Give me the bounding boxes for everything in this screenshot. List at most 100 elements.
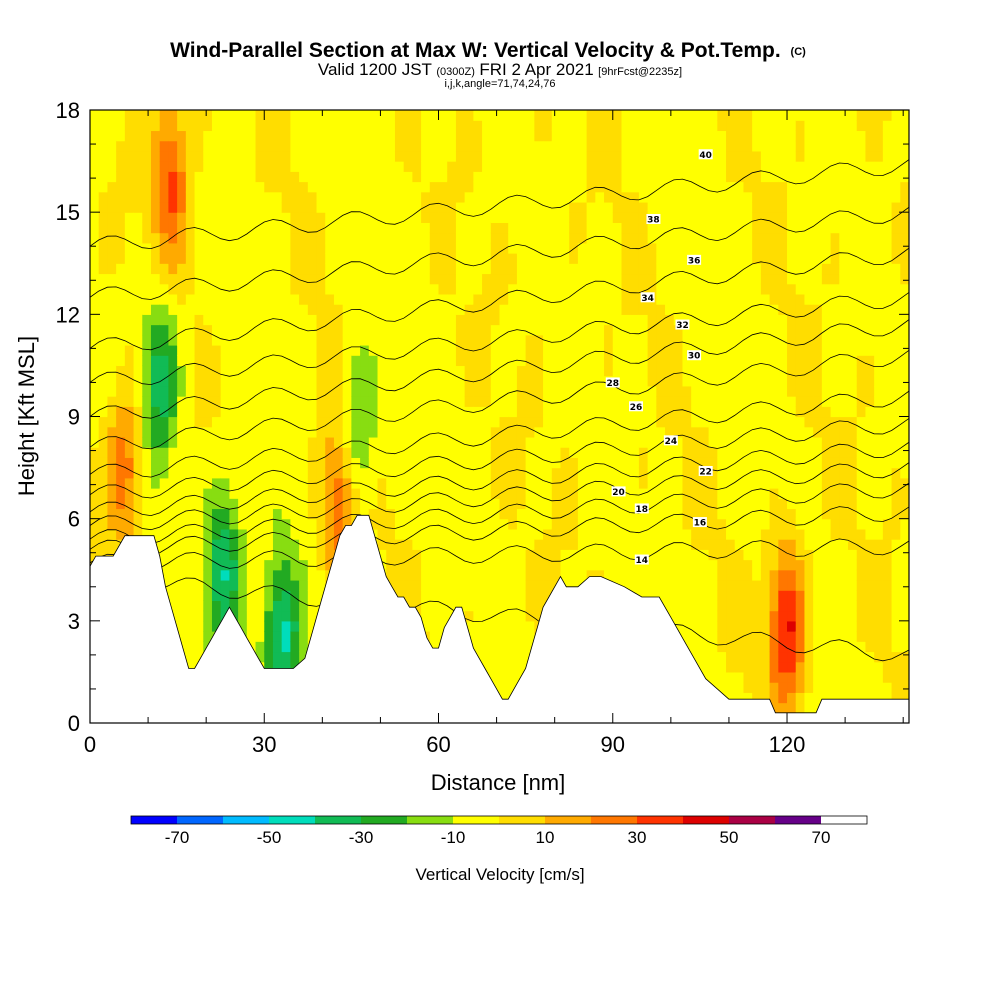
w-cell: [708, 426, 718, 438]
w-cell: [447, 498, 457, 510]
w-cell: [490, 518, 501, 530]
w-cell: [159, 242, 170, 254]
w-cell: [551, 324, 562, 336]
w-cell: [560, 201, 570, 213]
w-cell: [516, 232, 527, 244]
w-cell: [394, 579, 405, 591]
w-cell: [760, 334, 771, 346]
w-cell: [272, 457, 283, 469]
w-cell: [290, 222, 300, 234]
w-cell: [543, 477, 553, 489]
w-cell: [586, 283, 596, 295]
w-cell: [316, 293, 326, 305]
w-cell: [717, 314, 727, 326]
w-cell: [586, 344, 596, 356]
w-cell: [394, 324, 405, 336]
w-cell: [726, 212, 736, 223]
w-cell: [752, 508, 762, 520]
w-cell: [333, 365, 344, 377]
w-cell: [499, 406, 509, 418]
w-cell: [534, 498, 544, 510]
w-cell: [490, 355, 501, 367]
w-cell: [473, 518, 483, 530]
w-cell: [220, 273, 230, 285]
w-cell: [551, 334, 562, 346]
w-cell: [360, 488, 370, 499]
w-cell: [612, 314, 623, 326]
w-cell: [124, 110, 135, 121]
w-cell: [508, 293, 518, 305]
w-cell: [752, 692, 762, 704]
w-cell: [516, 130, 527, 142]
w-cell: [220, 528, 230, 540]
w-cell: [403, 436, 413, 448]
w-cell: [499, 222, 509, 234]
w-cell: [726, 242, 736, 254]
w-cell: [543, 498, 553, 510]
w-cell: [656, 150, 666, 162]
w-cell: [264, 150, 274, 162]
w-cell: [516, 508, 527, 520]
w-cell: [647, 590, 657, 601]
w-cell: [482, 590, 492, 601]
w-cell: [438, 344, 448, 356]
w-cell: [203, 334, 213, 346]
w-cell: [246, 293, 257, 305]
w-cell: [299, 181, 309, 193]
w-cell: [665, 171, 675, 183]
w-cell: [743, 191, 753, 203]
w-cell: [699, 171, 710, 183]
w-cell: [752, 539, 762, 550]
w-cell: [316, 110, 326, 121]
w-cell: [90, 528, 100, 540]
w-cell: [185, 253, 196, 264]
w-cell: [203, 488, 213, 499]
w-cell: [760, 508, 771, 520]
w-cell: [203, 477, 213, 489]
w-cell: [577, 232, 588, 244]
w-cell: [787, 110, 797, 121]
w-cell: [203, 365, 213, 377]
w-cell: [508, 375, 518, 387]
w-cell: [447, 518, 457, 530]
w-cell: [255, 620, 265, 632]
w-cell: [229, 488, 239, 499]
w-cell: [708, 396, 718, 407]
w-cell: [795, 201, 806, 213]
w-cell: [673, 528, 684, 540]
w-cell: [142, 150, 152, 162]
w-cell: [778, 191, 788, 203]
w-cell: [342, 201, 352, 213]
w-cell: [142, 314, 152, 326]
w-cell: [290, 549, 300, 561]
w-cell: [656, 191, 666, 203]
w-cell: [804, 682, 814, 693]
w-cell: [238, 549, 248, 561]
w-cell: [482, 528, 492, 540]
w-cell: [421, 304, 431, 315]
w-cell: [368, 130, 379, 142]
w-cell: [107, 110, 117, 121]
w-cell: [569, 457, 579, 469]
w-cell: [752, 406, 762, 418]
w-cell: [787, 559, 797, 571]
w-cell: [377, 416, 387, 428]
w-cell: [752, 600, 762, 612]
w-cell: [560, 477, 570, 489]
w-cell: [238, 120, 248, 132]
w-cell: [255, 631, 265, 642]
w-cell: [360, 273, 370, 285]
w-cell: [621, 528, 631, 540]
w-cell: [569, 171, 579, 183]
w-cell: [272, 416, 283, 428]
w-cell: [682, 334, 692, 346]
w-cell: [551, 539, 562, 550]
w-cell: [386, 436, 396, 448]
w-cell: [778, 385, 788, 397]
w-cell: [760, 600, 771, 612]
w-cell: [90, 242, 100, 254]
w-cell: [691, 508, 701, 520]
w-cell: [124, 457, 135, 469]
w-cell: [734, 191, 745, 203]
w-cell: [342, 120, 352, 132]
